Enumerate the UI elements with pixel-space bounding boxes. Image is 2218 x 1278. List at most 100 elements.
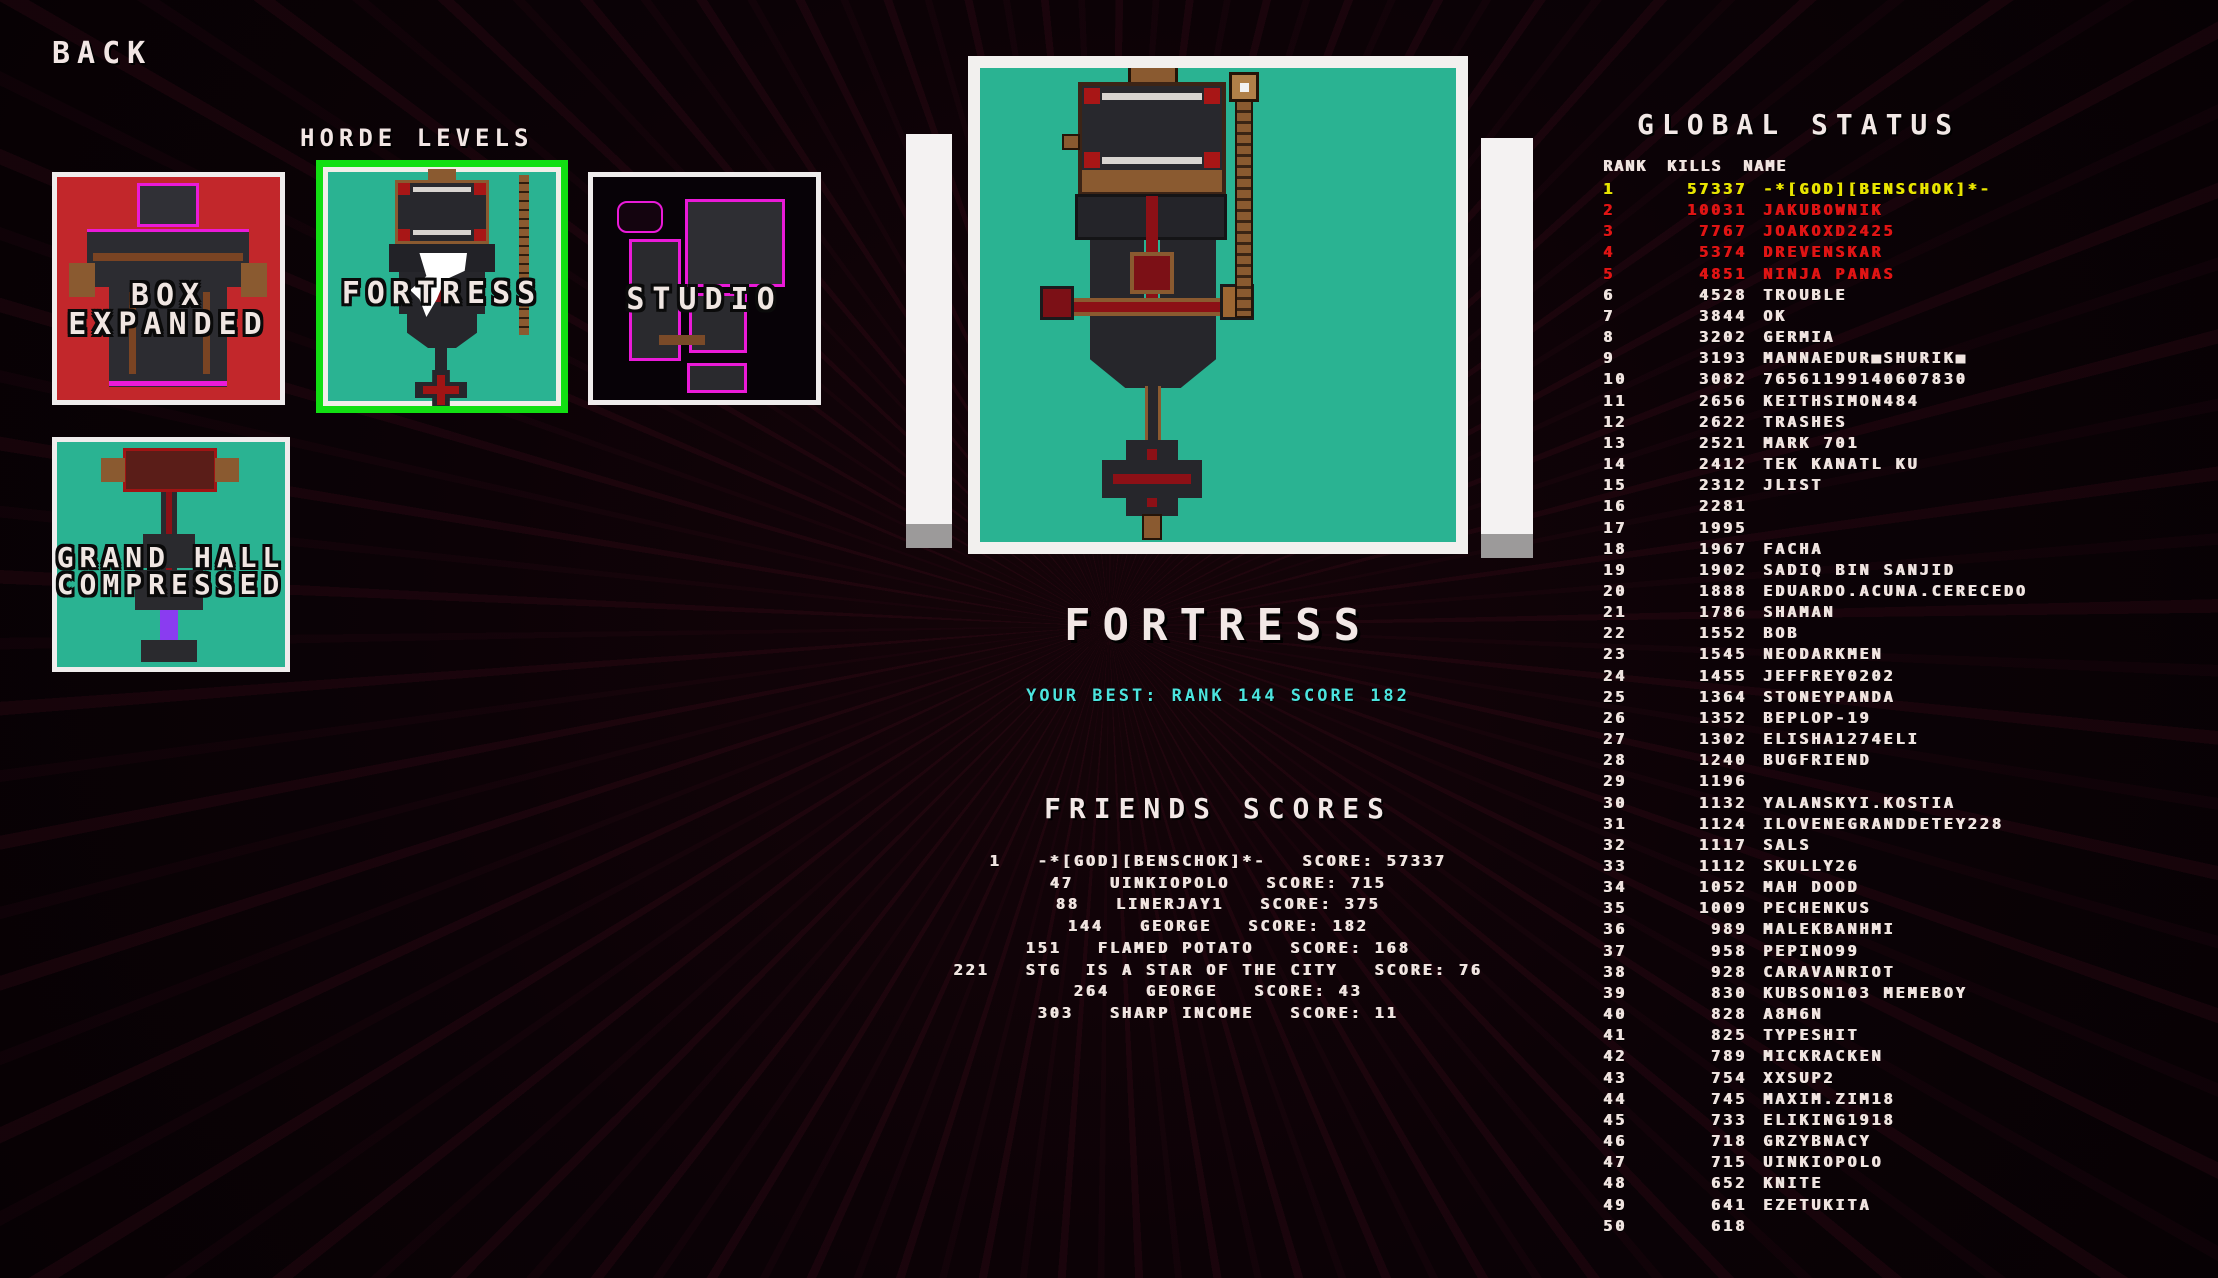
leaderboard-row: 35 1009 PECHENKUS — [1603, 899, 1872, 918]
level-preview-card — [968, 56, 1468, 554]
friend-score-row: 221 STG IS A STAR OF THE CITY SCORE: 76 — [953, 960, 1483, 979]
friends-scores-title: FRIENDS SCORES — [1043, 792, 1392, 825]
map-feature — [407, 314, 477, 348]
map-feature — [160, 610, 178, 640]
map-feature — [241, 263, 267, 297]
map-main-hall — [1078, 82, 1226, 196]
leaderboard-row: 27 1302 ELISHA1274ELI — [1603, 730, 1920, 749]
minimap-box-expanded — [57, 177, 280, 400]
leaderboard-row: 41 825 TYPESHIT — [1603, 1026, 1860, 1045]
leaderboard-row: 42 789 MICKRACKEN — [1603, 1047, 1884, 1066]
level-thumb-studio[interactable]: STUDIO — [588, 172, 821, 405]
minimap-grand-hall — [57, 442, 285, 667]
level-thumb-grand-hall-compressed[interactable]: GRAND HALL COMPRESSED — [52, 437, 290, 672]
map-feature — [129, 292, 136, 374]
carousel-prev-card[interactable] — [906, 134, 952, 548]
global-status-panel: GLOBAL STATUS RANK KILLS NAME 1 57337 -*[G… — [1603, 108, 2203, 1237]
leaderboard-row: 34 1052 MAH DOOD — [1603, 878, 1860, 897]
map-feature — [1062, 134, 1080, 150]
leaderboard-row: 11 2656 KEITHSIMON484 — [1603, 391, 1920, 410]
map-feature — [137, 183, 199, 227]
selected-level-title: FORTRESS — [1064, 600, 1372, 651]
leaderboard-row: 40 828 A8M6N — [1603, 1005, 1824, 1024]
carousel-card-footer — [1481, 534, 1533, 558]
column-rank: RANK — [1603, 157, 1648, 175]
section-title-horde-levels: HORDE LEVELS — [300, 124, 534, 152]
carousel-card-footer — [906, 524, 952, 548]
leaderboard-row: 19 1902 SADIQ BIN SANJID — [1603, 560, 1956, 579]
map-corridor — [1145, 386, 1161, 442]
leaderboard-row: 9 3193 MANNAEDUR■SHURIK■ — [1603, 349, 1968, 368]
leaderboard-row: 33 1112 SKULLY26 — [1603, 857, 1860, 875]
leaderboard-row: 18 1967 FACHA — [1603, 539, 1824, 558]
leaderboard-row: 14 2412 TEK KANATL KU — [1603, 455, 1920, 474]
leaderboard-row: 29 1196 — [1603, 772, 1747, 791]
map-feature — [101, 458, 125, 482]
level-thumb-box-expanded[interactable]: BOX EXPANDED — [52, 172, 285, 405]
leaderboard-row: 47 715 UINKIOPOLO — [1603, 1153, 1884, 1172]
map-lower-hall — [1090, 316, 1216, 388]
friend-score-row: 1 -*[GOD][BENSCHOK]*- SCORE: 57337 — [989, 852, 1447, 870]
leaderboard-row: 48 652 KNITE — [1603, 1174, 1824, 1193]
leaderboard-row: 22 1552 BOB — [1603, 624, 1800, 643]
leaderboard-row: 21 1786 SHAMAN — [1603, 603, 1836, 622]
leaderboard-row: 3 7767 JOAKOXD2425 — [1603, 222, 1896, 241]
map-feature — [659, 335, 705, 345]
leaderboard-row: 30 1132 YALANSKYI.KOSTIA — [1603, 793, 1956, 812]
leaderboard-row: 28 1240 BUGFRIEND — [1603, 751, 1872, 770]
map-feature — [428, 169, 456, 181]
leaderboard-row: 37 958 PEPINO99 — [1603, 941, 1860, 960]
minimap-fortress — [323, 167, 561, 406]
map-ladder — [1235, 100, 1253, 318]
leaderboard-row: 38 928 CARAVANRIOT — [1603, 962, 1896, 981]
friends-scores-panel: FRIENDS SCORES 1 -*[GOD][BENSCHOK]*- SCO… — [818, 792, 1618, 1025]
map-feature — [93, 253, 243, 261]
carousel-next-card[interactable] — [1481, 138, 1533, 558]
map-feature — [141, 640, 197, 662]
leaderboard-row: 50 618 — [1603, 1216, 1747, 1235]
map-feature — [519, 175, 529, 335]
friend-score-row: 264 GEORGE SCORE: 43 — [1073, 982, 1363, 1001]
map-feature — [143, 534, 195, 568]
leaderboard-row: 36 989 MALEKBANHMI — [1603, 920, 1896, 939]
column-kills: KILLS — [1667, 157, 1723, 175]
leaderboard-row: 8 3202 GERMIA — [1603, 328, 1836, 347]
friend-score-row: 151 FLAMED POTATO SCORE: 168 — [1025, 938, 1411, 957]
global-rows: 1 57337 -*[GOD][BENSCHOK]*- 2 10031 JAKUBOWNI… — [1603, 179, 2203, 1237]
leaderboard-row: 4 5374 DREVENSKAR — [1603, 243, 1884, 262]
map-feature — [203, 292, 210, 374]
leaderboard-row: 1 57337 -*[GOD][BENSCHOK]*- — [1603, 180, 1992, 198]
leaderboard-row: 15 2312 JLIST — [1603, 476, 1824, 495]
leaderboard-row: 13 2521 MARK 701 — [1603, 433, 1860, 452]
map-feature — [617, 201, 663, 233]
leaderboard-row: 43 754 XXSUP2 — [1603, 1068, 1836, 1087]
minimap-studio — [593, 177, 816, 400]
friend-score-row: 88 LINERJAY1 SCORE: 375 — [1055, 895, 1381, 914]
leaderboard-row: 2 10031 JAKUBOWNIK — [1603, 201, 1884, 220]
map-red-chamber — [1130, 252, 1174, 294]
friends-rows: 1 -*[GOD][BENSCHOK]*- SCORE: 57337 47 UIN… — [818, 851, 1618, 1025]
map-feature — [109, 381, 227, 386]
leaderboard-row: 49 641 EZETUKITA — [1603, 1195, 1872, 1214]
leaderboard-row: 45 733 ELIKING1918 — [1603, 1110, 1896, 1129]
leaderboard-row: 44 745 MAXIM.ZIM18 — [1603, 1089, 1896, 1108]
leaderboard-row: 7 3844 OK — [1603, 306, 1788, 325]
friend-score-row: 47 UINKIOPOLO SCORE: 715 — [1049, 873, 1387, 892]
map-feature — [215, 458, 239, 482]
map-feature — [395, 180, 489, 244]
leaderboard-row: 31 1124 ILOVENEGRANDDETEY228 — [1603, 814, 2004, 833]
map-corridor — [1074, 298, 1220, 316]
map-feature — [1142, 514, 1162, 540]
leaderboard-row: 12 2622 TRASHES — [1603, 412, 1848, 431]
leaderboard-row: 20 1888 EDUARDO.ACUNA.CERECEDO — [1603, 581, 2028, 600]
map-feature — [687, 363, 747, 393]
map-feature — [685, 199, 785, 287]
back-button[interactable]: BACK — [52, 36, 153, 71]
map-feature — [415, 370, 467, 406]
leaderboard-row: 26 1352 BEPLOP-19 — [1603, 708, 1872, 727]
map-feature — [1229, 72, 1259, 102]
leaderboard-row: 16 2281 — [1603, 497, 1747, 516]
friend-score-row: 144 GEORGE SCORE: 182 — [1067, 917, 1369, 936]
level-thumb-fortress-selected[interactable]: FORTRESS — [316, 160, 568, 413]
leaderboard-row: 46 718 GRZYBNACY — [1603, 1132, 1872, 1151]
